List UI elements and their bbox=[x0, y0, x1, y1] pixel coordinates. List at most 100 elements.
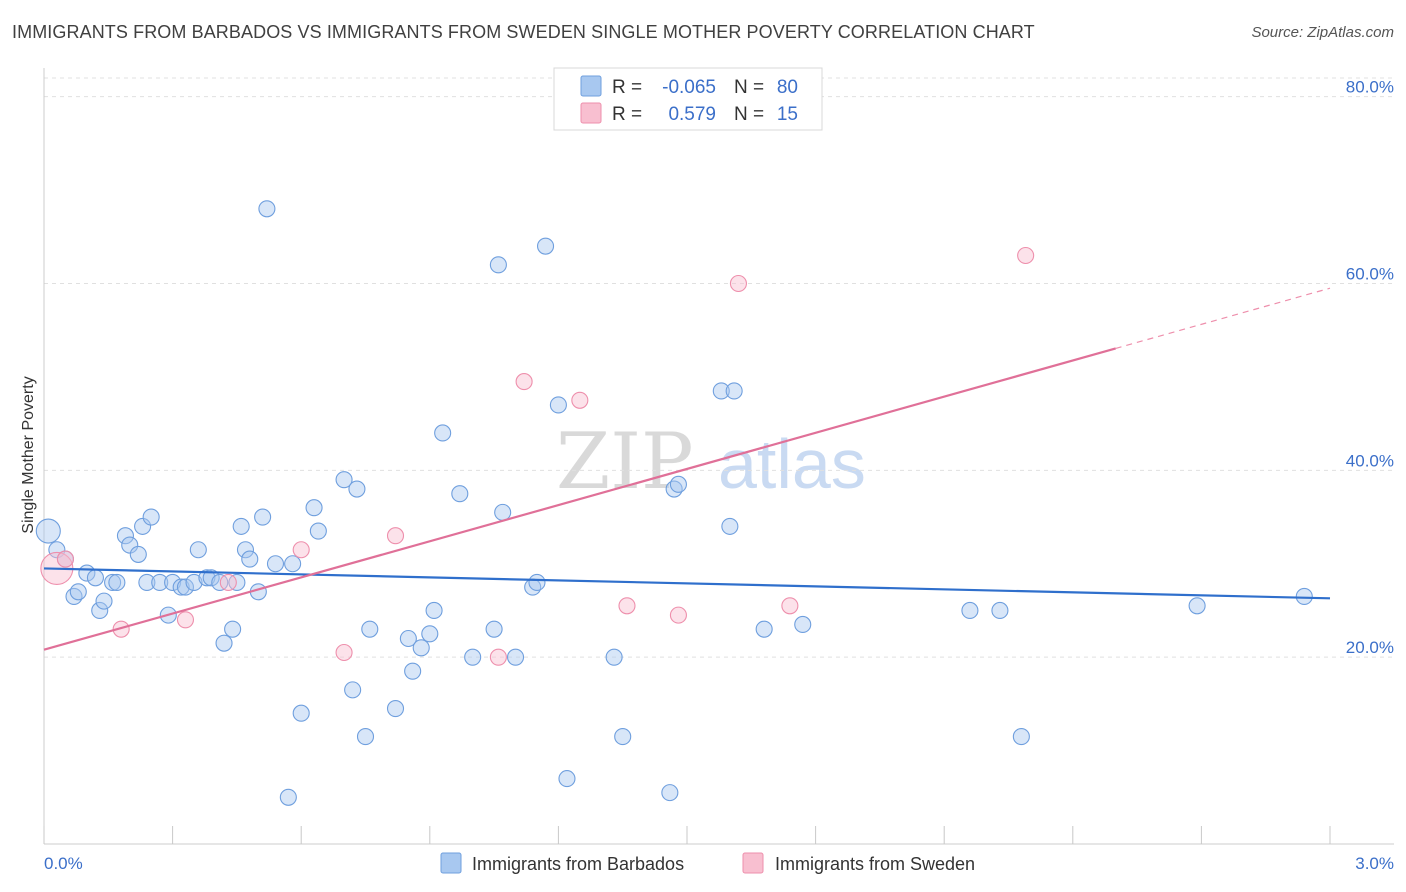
y-tick-label: 20.0% bbox=[1346, 638, 1394, 657]
point-barbados bbox=[489, 256, 507, 274]
legend-swatch-barbados bbox=[580, 75, 602, 97]
point-barbados bbox=[425, 601, 443, 620]
bottom-legend-swatch-sweden bbox=[742, 852, 764, 874]
y-tick-label: 40.0% bbox=[1346, 451, 1394, 470]
point-barbados bbox=[1295, 587, 1313, 606]
point-barbados bbox=[361, 620, 379, 638]
point-barbados bbox=[725, 382, 743, 400]
point-barbados bbox=[614, 728, 632, 746]
point-sweden bbox=[219, 573, 237, 591]
gridlines bbox=[44, 77, 1394, 658]
point-barbados bbox=[421, 625, 439, 643]
point-barbados bbox=[134, 517, 152, 535]
point-barbados bbox=[335, 471, 353, 489]
point-barbados bbox=[69, 583, 87, 601]
series-sweden-points bbox=[40, 246, 1035, 666]
point-barbados bbox=[721, 517, 739, 535]
point-barbados bbox=[344, 681, 362, 699]
point-barbados bbox=[232, 517, 250, 535]
point-barbados bbox=[661, 784, 679, 802]
point-barbados bbox=[961, 601, 979, 620]
point-barbados bbox=[991, 601, 1009, 620]
trend-line-sweden-extension bbox=[1115, 287, 1331, 350]
point-barbados bbox=[284, 555, 302, 573]
point-barbados bbox=[189, 541, 207, 559]
point-barbados bbox=[211, 573, 229, 591]
point-barbados bbox=[258, 200, 276, 218]
legend-r-label-barbados: R = bbox=[612, 77, 642, 98]
y-tick-label: 60.0% bbox=[1346, 265, 1394, 284]
point-sweden bbox=[292, 541, 310, 559]
point-barbados bbox=[254, 508, 272, 526]
point-barbados bbox=[185, 573, 203, 591]
point-barbados bbox=[198, 569, 216, 587]
legend-n-label-barbados: N = bbox=[734, 77, 764, 98]
point-barbados bbox=[605, 648, 623, 666]
y-axis-title: Single Mother Poverty bbox=[20, 376, 37, 533]
point-barbados bbox=[399, 629, 417, 648]
x-tick-label-min: 0.0% bbox=[44, 854, 83, 873]
point-sweden bbox=[489, 648, 507, 666]
point-sweden bbox=[618, 597, 636, 615]
point-barbados bbox=[528, 573, 546, 591]
point-barbados bbox=[138, 573, 156, 591]
legend-n-value-sweden: 15 bbox=[777, 104, 798, 125]
point-barbados bbox=[172, 578, 190, 596]
point-barbados bbox=[549, 396, 567, 414]
y-tick-label: 80.0% bbox=[1346, 78, 1394, 97]
point-barbados bbox=[485, 620, 503, 638]
point-barbados bbox=[121, 536, 139, 554]
point-barbados bbox=[794, 615, 812, 634]
point-barbados bbox=[292, 704, 310, 722]
series-legend: Immigrants from Barbados Immigrants from… bbox=[440, 852, 975, 874]
point-barbados bbox=[241, 550, 259, 568]
point-barbados bbox=[91, 601, 109, 620]
point-barbados bbox=[86, 569, 104, 587]
point-barbados bbox=[386, 699, 405, 718]
point-barbados bbox=[309, 522, 327, 540]
point-barbados bbox=[236, 541, 255, 559]
trend-line-sweden bbox=[43, 347, 1116, 651]
point-barbados bbox=[202, 569, 220, 587]
bottom-legend-label-sweden: Immigrants from Sweden bbox=[775, 854, 975, 874]
point-barbados bbox=[151, 573, 169, 591]
point-sweden bbox=[571, 391, 589, 409]
point-barbados bbox=[558, 770, 576, 788]
point-barbados bbox=[48, 541, 66, 559]
point-barbados bbox=[494, 503, 512, 521]
point-sweden bbox=[386, 527, 405, 545]
point-barbados bbox=[176, 578, 195, 596]
legend-r-value-barbados: -0.065 bbox=[662, 77, 716, 98]
legend-n-label-sweden: N = bbox=[734, 104, 764, 125]
point-barbados bbox=[1012, 728, 1030, 746]
point-barbados bbox=[348, 480, 366, 498]
point-sweden bbox=[729, 274, 747, 293]
point-barbados bbox=[215, 634, 233, 652]
point-barbados bbox=[142, 508, 160, 526]
point-barbados bbox=[266, 555, 285, 573]
point-barbados bbox=[164, 573, 182, 591]
chart-title: IMMIGRANTS FROM BARBADOS VS IMMIGRANTS F… bbox=[12, 22, 1035, 42]
point-sweden bbox=[781, 597, 799, 615]
x-tick-label-max: 3.0% bbox=[1355, 854, 1394, 873]
axes bbox=[43, 68, 1394, 845]
legend-r-label-sweden: R = bbox=[612, 104, 642, 125]
point-sweden bbox=[335, 643, 353, 662]
point-barbados bbox=[224, 620, 242, 638]
point-barbados bbox=[536, 237, 555, 255]
point-barbados bbox=[116, 527, 134, 545]
source-label: Source: ZipAtlas.com bbox=[1251, 24, 1394, 41]
point-barbados bbox=[412, 639, 430, 657]
point-barbados bbox=[755, 620, 773, 638]
point-barbados bbox=[356, 728, 375, 746]
point-barbados bbox=[464, 648, 482, 666]
point-sweden bbox=[515, 373, 533, 391]
point-sweden bbox=[669, 606, 687, 624]
legend-swatch-sweden bbox=[580, 102, 602, 124]
point-barbados bbox=[108, 573, 126, 591]
point-barbados bbox=[95, 592, 113, 610]
point-barbados bbox=[129, 545, 147, 563]
correlation-legend: R = -0.065 N = 80 R = 0.579 N = 15 bbox=[553, 67, 823, 131]
point-barbados bbox=[404, 662, 422, 680]
